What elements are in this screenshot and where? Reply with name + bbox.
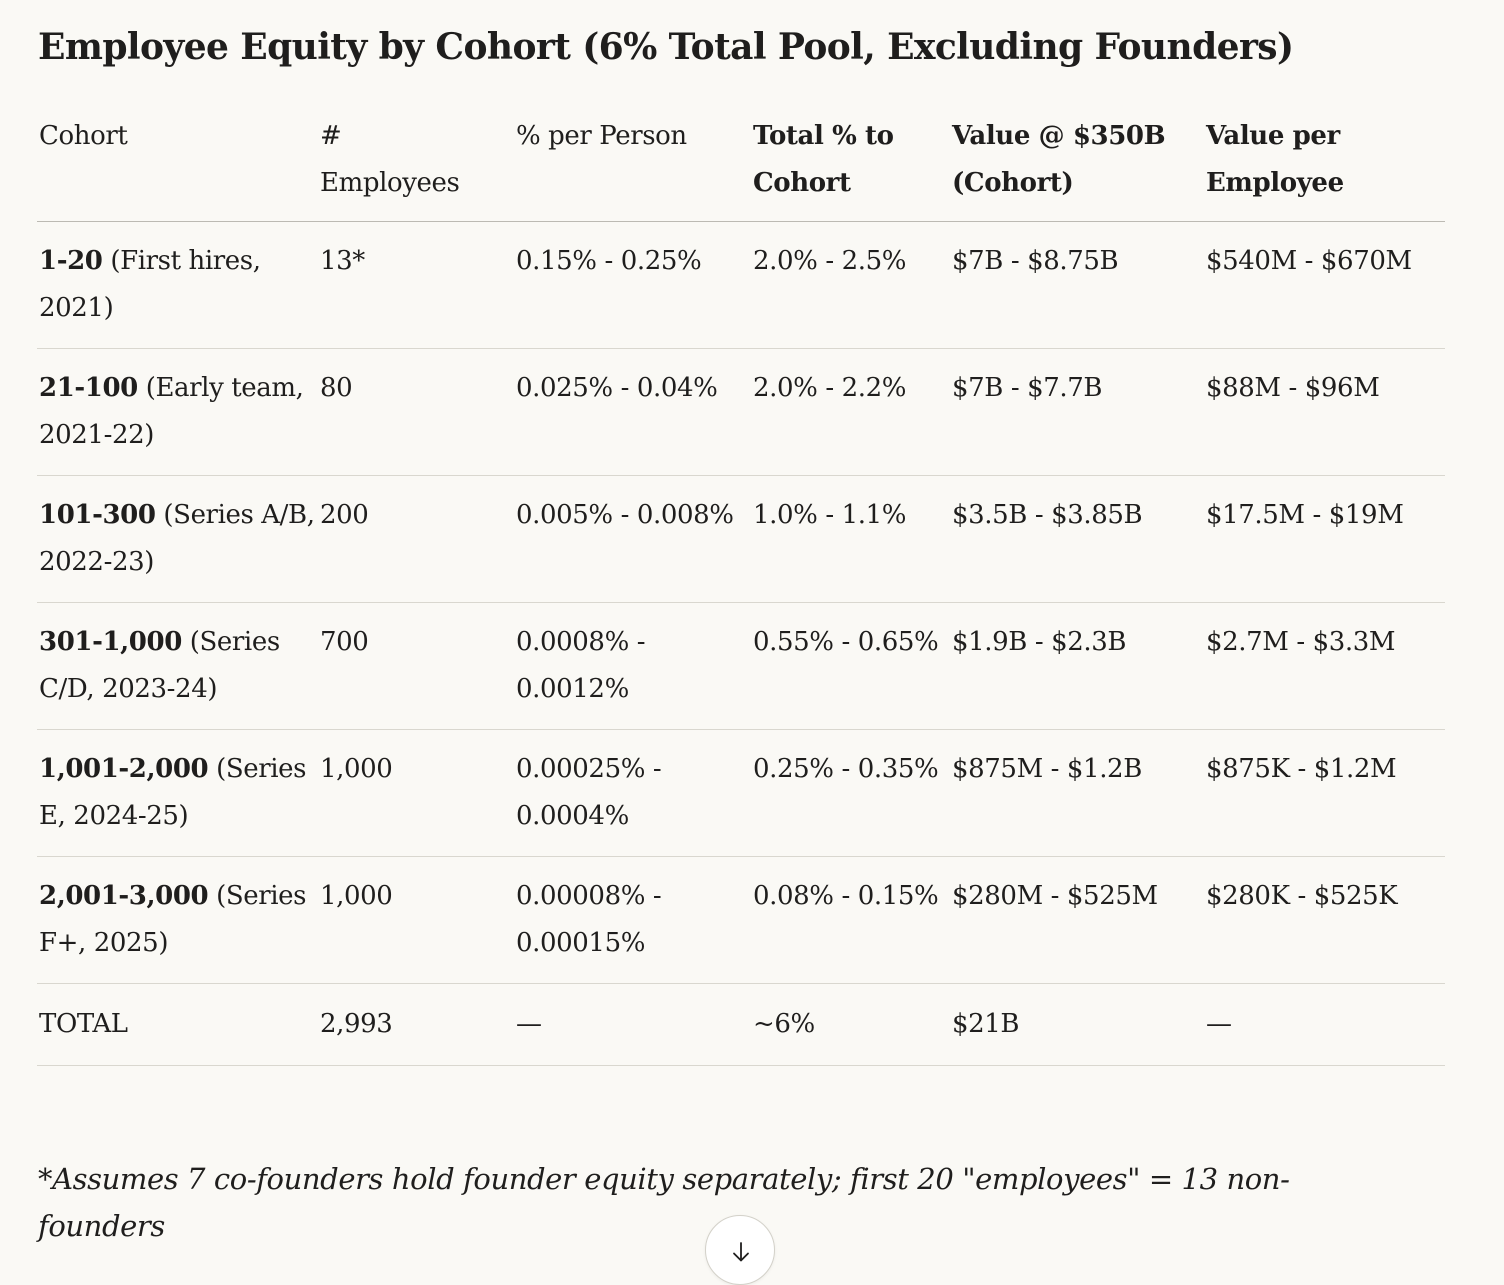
total-row: TOTAL 2,993 — ~6% $21B — <box>37 983 1445 1066</box>
table-row: 301-1,000 (Series C/D, 2023-24) 700 0.00… <box>37 602 1445 730</box>
table-header: Cohort # Employees % per Person Total % t… <box>37 110 1445 222</box>
scroll-down-button[interactable] <box>705 1215 775 1285</box>
header-pct-per-person-label: % per Person <box>516 121 687 151</box>
cell-pct-per-person: 0.15% - 0.25% <box>514 221 751 349</box>
footnote: *Assumes 7 co-founders hold founder equi… <box>38 1162 1290 1243</box>
cohort-description: (Series F+, 2025) <box>39 881 307 958</box>
total-pct: ~6% <box>751 983 950 1066</box>
cell-cohort: 1-20 (First hires, 2021) <box>37 221 318 349</box>
header-pct-per-person: % per Person <box>514 110 751 222</box>
header-employees-label-line2: Employees <box>320 168 460 198</box>
cell-value-employee: $2.7M - $3.3M <box>1204 602 1445 730</box>
cohort-range: 101-300 <box>39 500 156 530</box>
header-cohort-label: Cohort <box>39 121 128 151</box>
cell-employees: 200 <box>318 475 514 603</box>
cell-value-cohort: $875M - $1.2B <box>950 729 1204 857</box>
cell-employees: 13* <box>318 221 514 349</box>
cell-cohort: 1,001-2,000 (Series E, 2024-25) <box>37 729 318 857</box>
cell-value-cohort: $3.5B - $3.85B <box>950 475 1204 603</box>
total-label: TOTAL <box>37 983 318 1066</box>
total-value-employee: — <box>1204 983 1445 1066</box>
cohort-description: (Series C/D, 2023-24) <box>39 627 280 704</box>
header-value-employee: Value per Employee <box>1204 110 1445 222</box>
total-employees: 2,993 <box>318 983 514 1066</box>
table-row: 2,001-3,000 (Series F+, 2025) 1,000 0.00… <box>37 856 1445 984</box>
table-body: 1-20 (First hires, 2021) 13* 0.15% - 0.2… <box>37 221 1445 1066</box>
header-value-cohort-label-line1: Value @ $350B <box>952 121 1166 151</box>
cohort-description: (Early team, 2021-22) <box>39 373 304 450</box>
arrow-down-icon <box>733 1242 749 1262</box>
cohort-range: 1-20 <box>39 246 103 276</box>
cell-cohort: 21-100 (Early team, 2021-22) <box>37 348 318 476</box>
table-row: 101-300 (Series A/B, 2022-23) 200 0.005%… <box>37 475 1445 603</box>
header-total-pct: Total % to Cohort <box>751 110 950 222</box>
cohort-description: (Series A/B, 2022-23) <box>39 500 315 577</box>
cell-total-pct: 1.0% - 1.1% <box>751 475 950 603</box>
cell-value-employee: $875K - $1.2M <box>1204 729 1445 857</box>
page-title: Employee Equity by Cohort (6% Total Pool… <box>38 26 1294 68</box>
cell-employees: 1,000 <box>318 729 514 857</box>
cohort-range: 1,001-2,000 <box>39 754 209 784</box>
equity-table: Cohort # Employees % per Person Total % t… <box>37 110 1445 1066</box>
cell-pct-per-person: 0.005% - 0.008% <box>514 475 751 603</box>
cell-value-cohort: $280M - $525M <box>950 856 1204 984</box>
header-row: Cohort # Employees % per Person Total % t… <box>37 110 1445 222</box>
cell-value-cohort: $7B - $7.7B <box>950 348 1204 476</box>
total-value-cohort: $21B <box>950 983 1204 1066</box>
header-value-cohort: Value @ $350B (Cohort) <box>950 110 1204 222</box>
cell-value-employee: $540M - $670M <box>1204 221 1445 349</box>
cohort-range: 21-100 <box>39 373 138 403</box>
header-value-employee-label-line1: Value per <box>1206 121 1340 151</box>
cohort-description: (First hires, 2021) <box>39 246 261 323</box>
cohort-range: 2,001-3,000 <box>39 881 209 911</box>
cell-pct-per-person: 0.00025% - 0.0004% <box>514 729 751 857</box>
cell-employees: 80 <box>318 348 514 476</box>
cell-cohort: 2,001-3,000 (Series F+, 2025) <box>37 856 318 984</box>
cell-total-pct: 0.55% - 0.65% <box>751 602 950 730</box>
table-row: 21-100 (Early team, 2021-22) 80 0.025% -… <box>37 348 1445 476</box>
cell-pct-per-person: 0.0008% - 0.0012% <box>514 602 751 730</box>
header-employees-label-line1: # <box>320 121 342 151</box>
cell-cohort: 301-1,000 (Series C/D, 2023-24) <box>37 602 318 730</box>
header-cohort: Cohort <box>37 110 318 222</box>
cell-value-cohort: $7B - $8.75B <box>950 221 1204 349</box>
cell-pct-per-person: 0.00008% - 0.00015% <box>514 856 751 984</box>
cell-value-employee: $280K - $525K <box>1204 856 1445 984</box>
header-value-employee-label-line2: Employee <box>1206 168 1344 198</box>
cell-total-pct: 0.08% - 0.15% <box>751 856 950 984</box>
header-total-pct-label-line2: Cohort <box>753 168 851 198</box>
cohort-description: (Series E, 2024-25) <box>39 754 307 831</box>
cell-value-cohort: $1.9B - $2.3B <box>950 602 1204 730</box>
header-employees: # Employees <box>318 110 514 222</box>
cell-value-employee: $17.5M - $19M <box>1204 475 1445 603</box>
cohort-range: 301-1,000 <box>39 627 182 657</box>
table-row: 1-20 (First hires, 2021) 13* 0.15% - 0.2… <box>37 221 1445 349</box>
header-total-pct-label-line1: Total % to <box>753 121 894 151</box>
header-value-cohort-label-line2: (Cohort) <box>952 168 1074 198</box>
cell-total-pct: 2.0% - 2.2% <box>751 348 950 476</box>
total-pct-per-person: — <box>514 983 751 1066</box>
cell-pct-per-person: 0.025% - 0.04% <box>514 348 751 476</box>
table-row: 1,001-2,000 (Series E, 2024-25) 1,000 0.… <box>37 729 1445 857</box>
cell-employees: 1,000 <box>318 856 514 984</box>
cell-total-pct: 2.0% - 2.5% <box>751 221 950 349</box>
cell-cohort: 101-300 (Series A/B, 2022-23) <box>37 475 318 603</box>
cell-total-pct: 0.25% - 0.35% <box>751 729 950 857</box>
cell-employees: 700 <box>318 602 514 730</box>
cell-value-employee: $88M - $96M <box>1204 348 1445 476</box>
